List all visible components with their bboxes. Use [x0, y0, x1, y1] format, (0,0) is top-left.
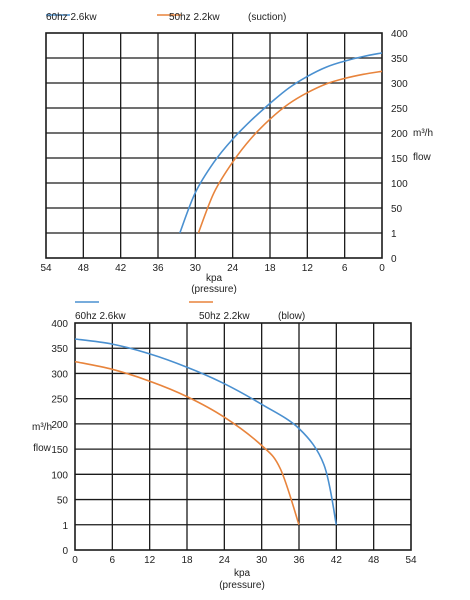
x-tick-label: 48: [78, 263, 90, 274]
x-tick-label: 36: [152, 263, 164, 274]
x-tick-label: 42: [331, 555, 343, 566]
x-tick-label: 6: [342, 263, 348, 274]
plot-grid: [46, 33, 382, 258]
y-axis-label: m³/h: [32, 422, 52, 433]
x-tick-label: 54: [405, 555, 417, 566]
plot-frame: [45, 32, 383, 259]
y-axis-label: m³/h: [413, 128, 433, 139]
y-tick-label: 50: [391, 204, 403, 215]
chart-blow: 0 6 12 18 24 30 36 42 48 540150100150200250300350…: [32, 301, 417, 591]
legend-label: 60hz 2.6kw: [46, 12, 97, 23]
x-tick-label: 54: [40, 263, 52, 274]
x-axis-sublabel: (pressure): [219, 580, 265, 591]
y-tick-label: 350: [391, 54, 408, 65]
legend-label: 50hz 2.2kw: [169, 12, 220, 23]
x-tick-label: 12: [302, 263, 314, 274]
y-tick-label: 200: [51, 420, 68, 431]
x-tick-label: 18: [264, 263, 276, 274]
x-axis-label: kpa: [234, 568, 251, 579]
y-tick-label: 150: [391, 154, 408, 165]
series-line-60hz: [179, 52, 383, 234]
y-tick-label: 300: [51, 369, 68, 380]
chart-suction: 54 48 42 36 30 24 18 12 6 00150100150200250300350…: [40, 12, 433, 295]
y-tick-label: 1: [391, 229, 397, 240]
y-axis-sublabel: flow: [33, 443, 52, 454]
series-line-60hz: [74, 338, 338, 525]
x-tick-label: 42: [115, 263, 127, 274]
y-tick-label: 150: [51, 445, 68, 456]
y-tick-label: 400: [391, 29, 408, 40]
chart-title: (blow): [278, 311, 305, 322]
y-tick-label: 0: [391, 254, 397, 265]
y-tick-label: 250: [51, 395, 68, 406]
legend-label: 50hz 2.2kw: [199, 311, 250, 322]
x-axis-sublabel: (pressure): [191, 284, 237, 295]
y-tick-label: 250: [391, 104, 408, 115]
y-tick-label: 50: [57, 496, 69, 507]
x-tick-label: 18: [181, 555, 193, 566]
series-line-50hz: [197, 70, 383, 234]
plot-frame: [74, 322, 412, 551]
x-tick-label: 6: [110, 555, 116, 566]
series-line-50hz: [74, 360, 300, 526]
x-tick-label: 24: [227, 263, 239, 274]
x-tick-label: 48: [368, 555, 380, 566]
x-tick-label: 36: [293, 555, 305, 566]
y-tick-label: 0: [62, 546, 68, 557]
x-tick-label: 0: [379, 263, 385, 274]
legend-label: 60hz 2.6kw: [75, 311, 126, 322]
x-axis-label: kpa: [206, 273, 223, 284]
x-tick-label: 30: [190, 263, 202, 274]
chart-title: (suction): [248, 12, 286, 23]
y-tick-label: 100: [391, 179, 408, 190]
y-tick-label: 400: [51, 319, 68, 330]
y-tick-label: 350: [51, 344, 68, 355]
plot-grid: [75, 323, 411, 550]
x-tick-label: 24: [219, 555, 231, 566]
y-tick-label: 300: [391, 79, 408, 90]
x-tick-label: 30: [256, 555, 268, 566]
y-axis-sublabel: flow: [413, 152, 432, 163]
y-tick-label: 100: [51, 470, 68, 481]
y-tick-label: 200: [391, 129, 408, 140]
x-tick-label: 12: [144, 555, 156, 566]
y-tick-label: 1: [62, 521, 68, 532]
x-tick-label: 0: [72, 555, 78, 566]
